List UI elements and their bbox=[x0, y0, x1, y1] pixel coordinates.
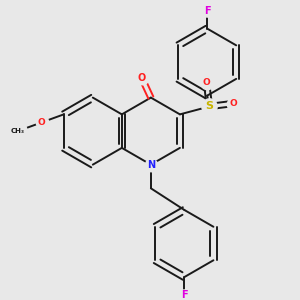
Text: N: N bbox=[147, 160, 155, 170]
Text: F: F bbox=[181, 290, 188, 300]
Text: O: O bbox=[203, 78, 210, 87]
Text: CH₃: CH₃ bbox=[11, 128, 25, 134]
Text: F: F bbox=[204, 6, 211, 16]
Text: O: O bbox=[38, 118, 45, 127]
Text: O: O bbox=[229, 99, 237, 108]
Text: O: O bbox=[138, 73, 146, 83]
Text: S: S bbox=[206, 101, 214, 112]
